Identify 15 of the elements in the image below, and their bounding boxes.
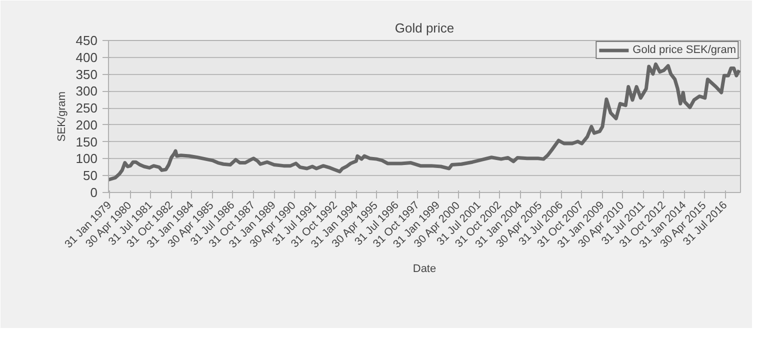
y-tick-label: 200	[76, 117, 98, 132]
y-tick-label: 150	[76, 134, 98, 150]
x-axis-title: Date	[412, 262, 436, 275]
chart-title: Gold price	[394, 20, 454, 36]
y-tick-label: 250	[76, 100, 98, 116]
line-series	[108, 62, 740, 182]
y-tick-label: 400	[76, 50, 98, 65]
y-tick-label: 300	[76, 84, 98, 99]
y-axis-title: SEK/gram	[56, 91, 68, 142]
y-tick-label: 50	[83, 168, 98, 184]
y-tick-label: 100	[76, 151, 98, 166]
y-tick-label: 450	[76, 33, 98, 48]
y-tick-label: 0	[90, 185, 98, 200]
legend-label: Gold price SEK/gram	[632, 44, 736, 56]
y-tick-label: 350	[76, 66, 98, 82]
